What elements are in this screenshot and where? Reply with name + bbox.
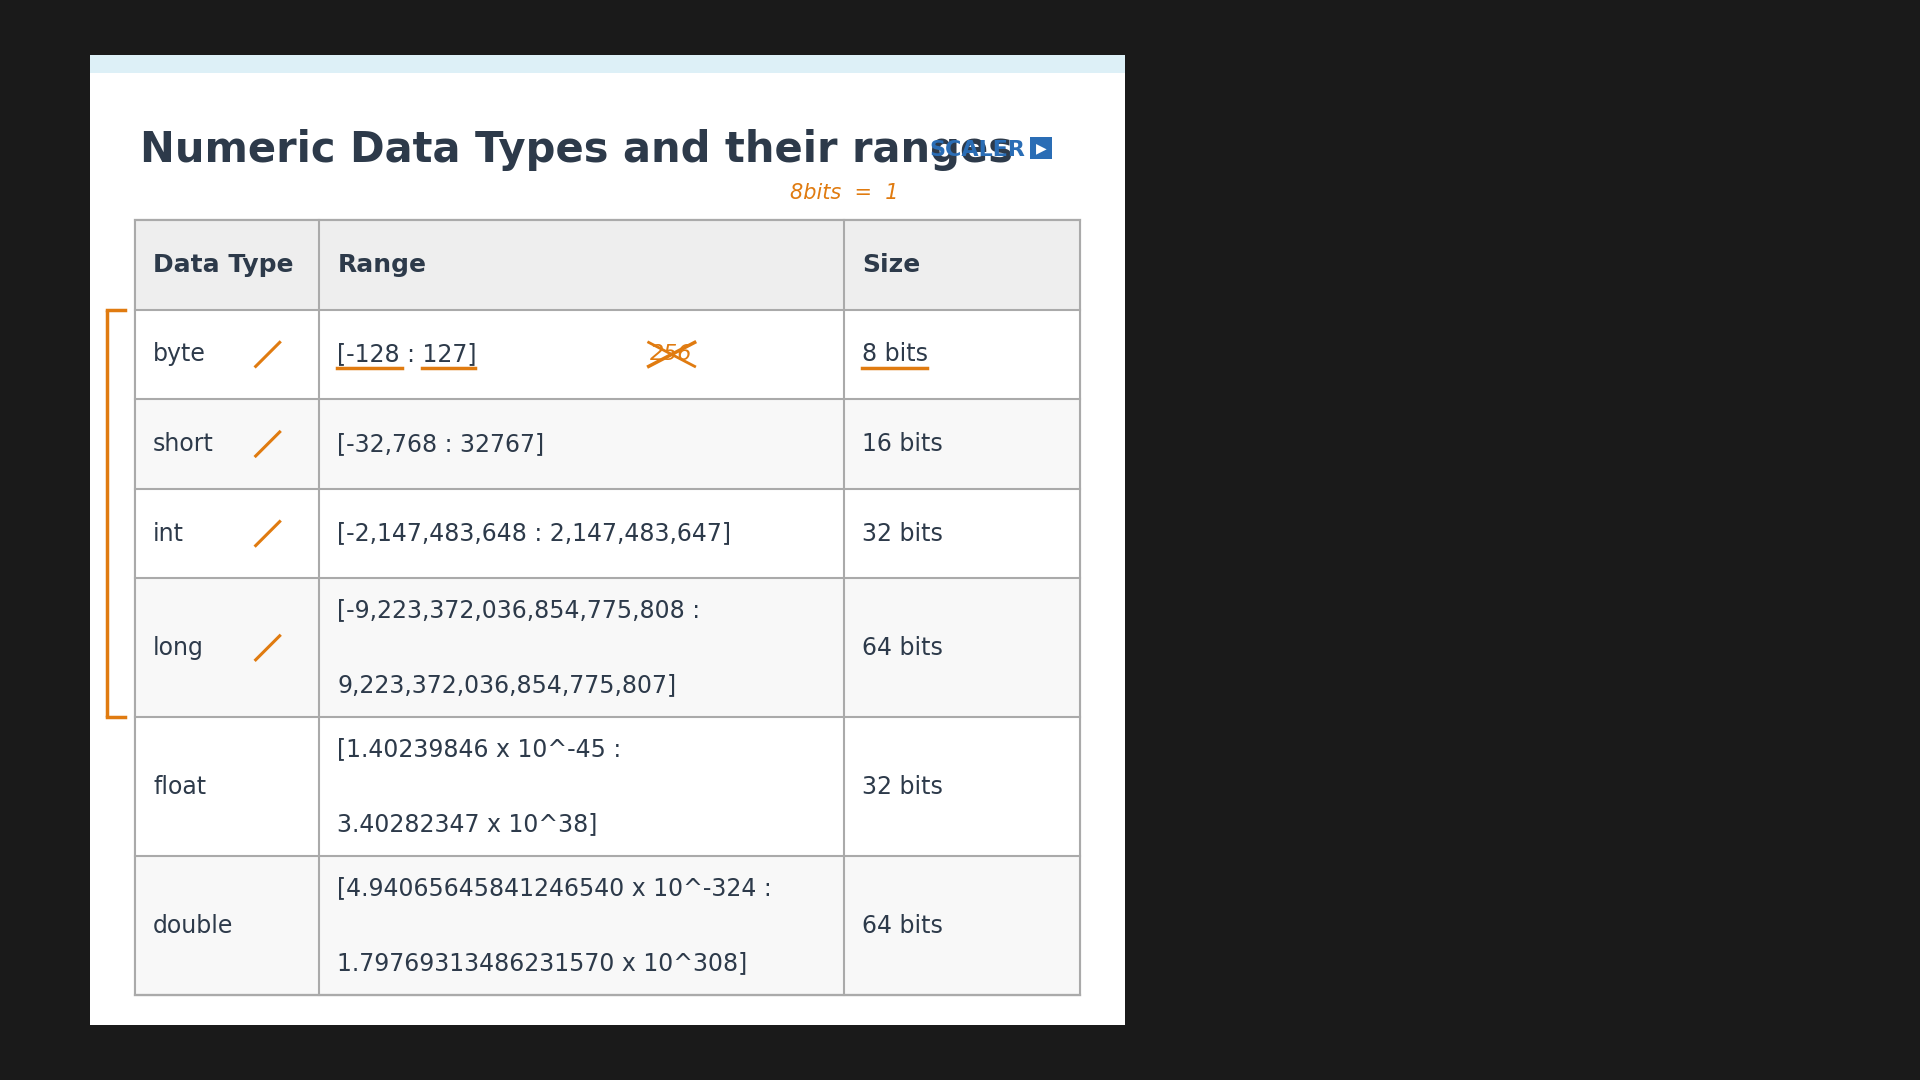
Text: 256: 256 <box>649 345 691 364</box>
Text: [1.40239846 x 10^-45 :: [1.40239846 x 10^-45 : <box>338 738 622 761</box>
Text: ▶: ▶ <box>1035 141 1046 156</box>
Text: 32 bits: 32 bits <box>862 522 943 545</box>
Text: [-2,147,483,648 : 2,147,483,647]: [-2,147,483,648 : 2,147,483,647] <box>338 522 732 545</box>
Bar <box>134 579 1079 717</box>
Bar <box>134 220 1079 995</box>
Bar <box>134 717 1079 856</box>
Text: int: int <box>154 522 184 545</box>
Text: 1.79769313486231570 x 10^308]: 1.79769313486231570 x 10^308] <box>338 951 747 975</box>
Text: byte: byte <box>154 342 205 366</box>
Text: 64 bits: 64 bits <box>862 914 943 937</box>
Bar <box>134 310 1079 400</box>
Text: 32 bits: 32 bits <box>862 774 943 799</box>
Text: Numeric Data Types and their ranges: Numeric Data Types and their ranges <box>140 129 1014 171</box>
Text: Range: Range <box>338 253 426 276</box>
Text: [-9,223,372,036,854,775,808 :: [-9,223,372,036,854,775,808 : <box>338 598 701 622</box>
Text: 8bits  =  1: 8bits = 1 <box>789 183 899 203</box>
Text: Size: Size <box>862 253 920 276</box>
Text: long: long <box>154 636 204 660</box>
Text: Data Type: Data Type <box>154 253 294 276</box>
Bar <box>134 400 1079 489</box>
Text: 64 bits: 64 bits <box>862 636 943 660</box>
Text: 8 bits: 8 bits <box>862 342 927 366</box>
Text: [-32,768 : 32767]: [-32,768 : 32767] <box>338 432 545 456</box>
Text: 9,223,372,036,854,775,807]: 9,223,372,036,854,775,807] <box>338 673 676 698</box>
Text: 3.40282347 x 10^38]: 3.40282347 x 10^38] <box>338 812 597 836</box>
Text: double: double <box>154 914 234 937</box>
Bar <box>134 856 1079 995</box>
Text: short: short <box>154 432 213 456</box>
Bar <box>90 55 1125 1025</box>
Bar <box>134 489 1079 579</box>
Bar <box>1029 137 1052 159</box>
Text: float: float <box>154 774 205 799</box>
Text: SCALER: SCALER <box>929 140 1025 160</box>
Text: [-128 : 127]: [-128 : 127] <box>338 342 476 366</box>
Bar <box>90 55 1125 73</box>
Bar <box>134 220 1079 310</box>
Bar <box>134 220 1079 995</box>
Text: 16 bits: 16 bits <box>862 432 943 456</box>
Text: [4.94065645841246540 x 10^-324 :: [4.94065645841246540 x 10^-324 : <box>338 876 772 900</box>
